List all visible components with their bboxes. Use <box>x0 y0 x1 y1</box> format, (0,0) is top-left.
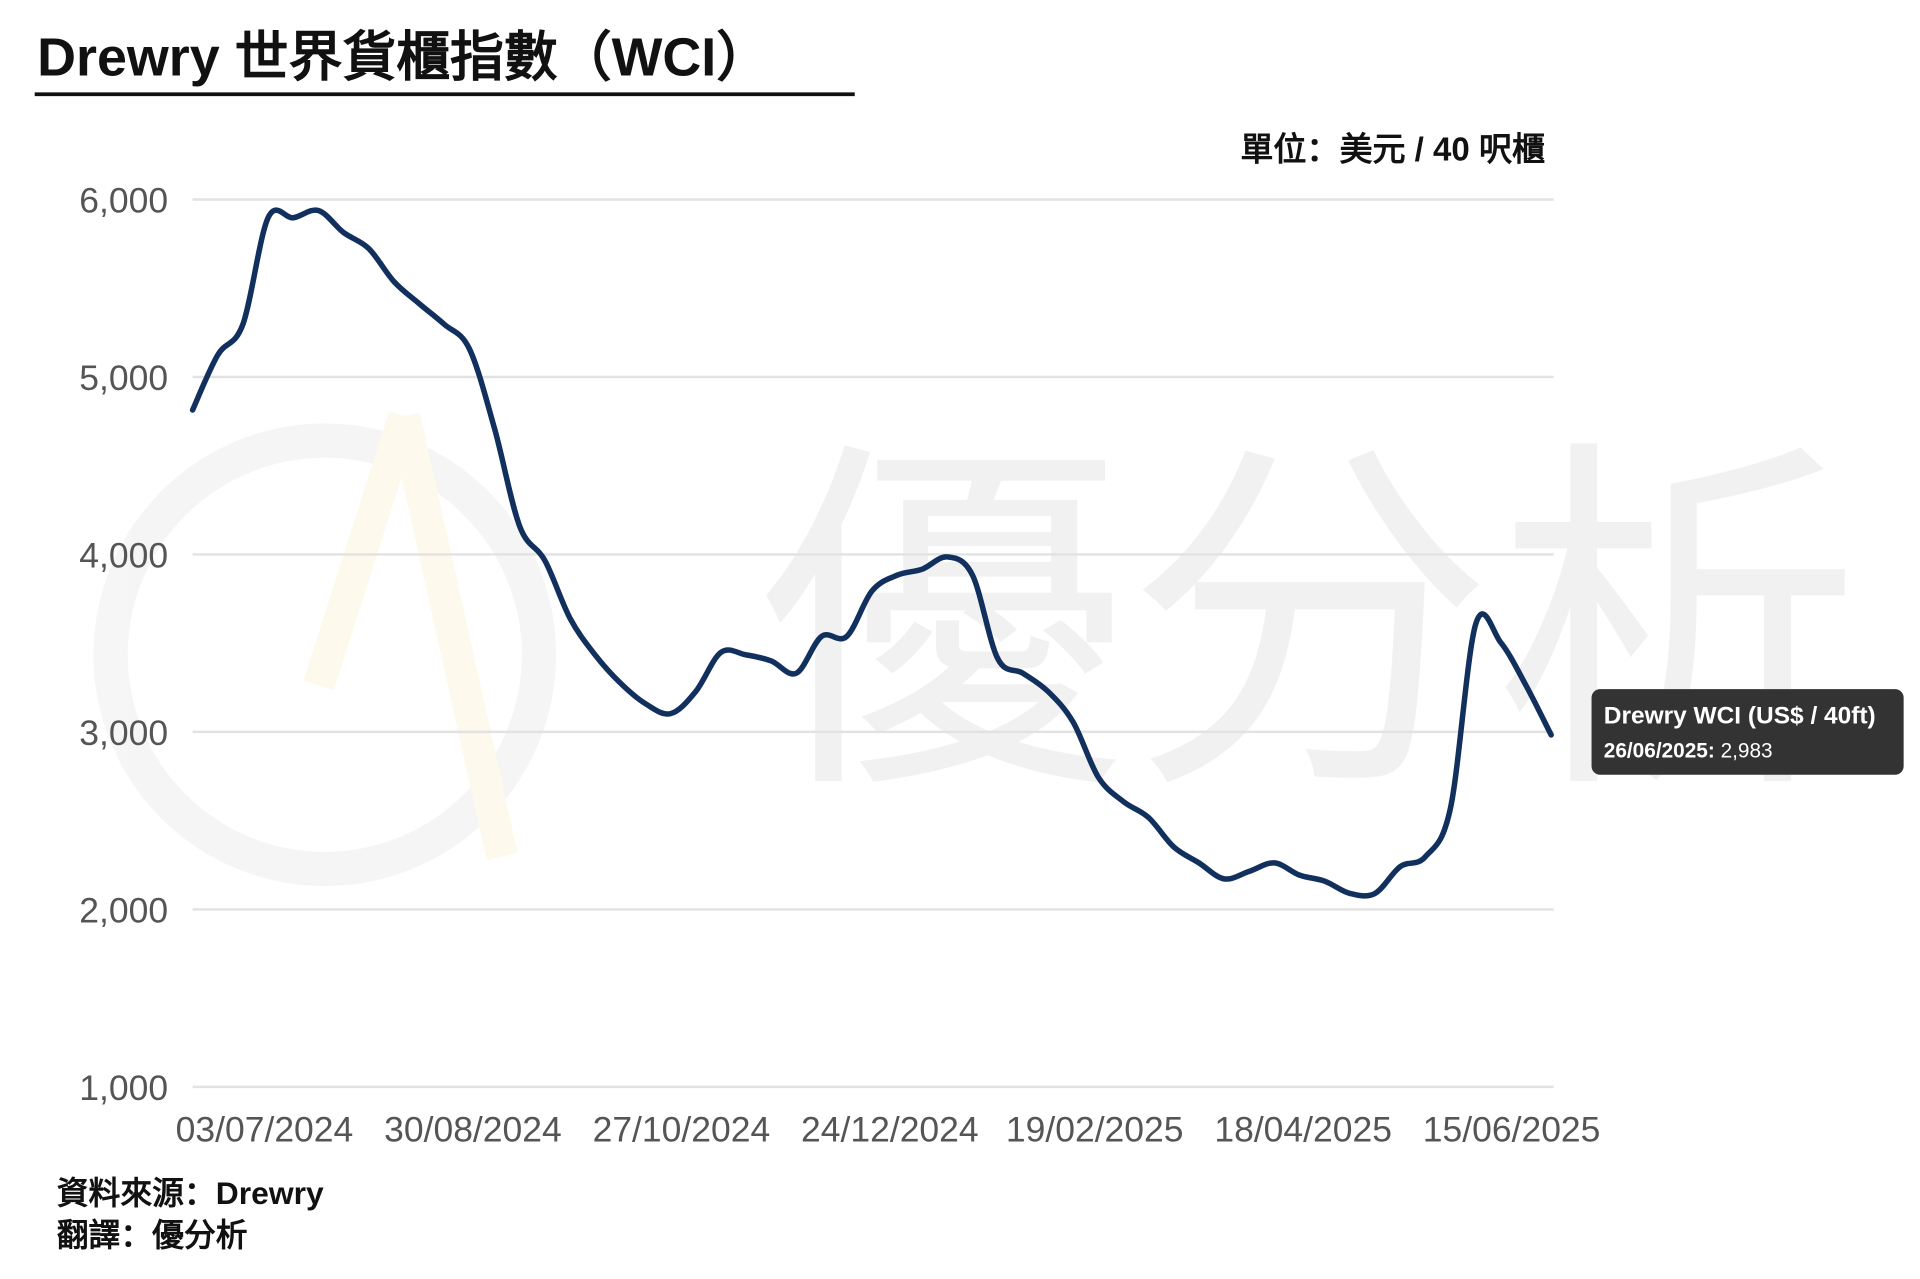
x-tick-label: 03/07/2024 <box>176 1110 354 1150</box>
y-tick-label: 2,000 <box>79 890 168 930</box>
source: 資料來源：Drewry <box>57 1175 324 1211</box>
y-tick-label: 6,000 <box>79 181 168 221</box>
x-tick-label: 18/04/2025 <box>1214 1110 1392 1150</box>
x-tick-label: 30/08/2024 <box>384 1110 562 1150</box>
x-tick-label: 27/10/2024 <box>593 1110 771 1150</box>
chart-title: Drewry 世界貨櫃指數（WCI） <box>37 27 770 87</box>
tooltip-date: 26/06/2025: <box>1604 739 1715 762</box>
y-tick-label: 5,000 <box>79 358 168 398</box>
translation: 翻譯：優分析 <box>57 1217 248 1253</box>
x-tick-label: 15/06/2025 <box>1423 1110 1601 1150</box>
tooltip-title: Drewry WCI (US$ / 40ft) <box>1604 703 1876 730</box>
x-tick-label: 24/12/2024 <box>801 1110 979 1150</box>
tooltip-value: 26/06/2025: 2,983 <box>1604 739 1773 762</box>
x-tick-label: 19/02/2025 <box>1006 1110 1184 1150</box>
y-tick-label: 1,000 <box>79 1068 168 1108</box>
tooltip: Drewry WCI (US$ / 40ft) 26/06/2025: 2,98… <box>1591 689 1904 775</box>
watermark-logo <box>93 411 557 887</box>
line <box>189 207 1554 899</box>
y-tick-label: 3,000 <box>79 713 168 753</box>
y-tick-label: 4,000 <box>79 535 168 575</box>
tooltip-number: 2,983 <box>1721 739 1773 762</box>
tooltip-box <box>1591 689 1904 775</box>
unit-label: 單位：美元 / 40 呎櫃 <box>1240 131 1545 169</box>
